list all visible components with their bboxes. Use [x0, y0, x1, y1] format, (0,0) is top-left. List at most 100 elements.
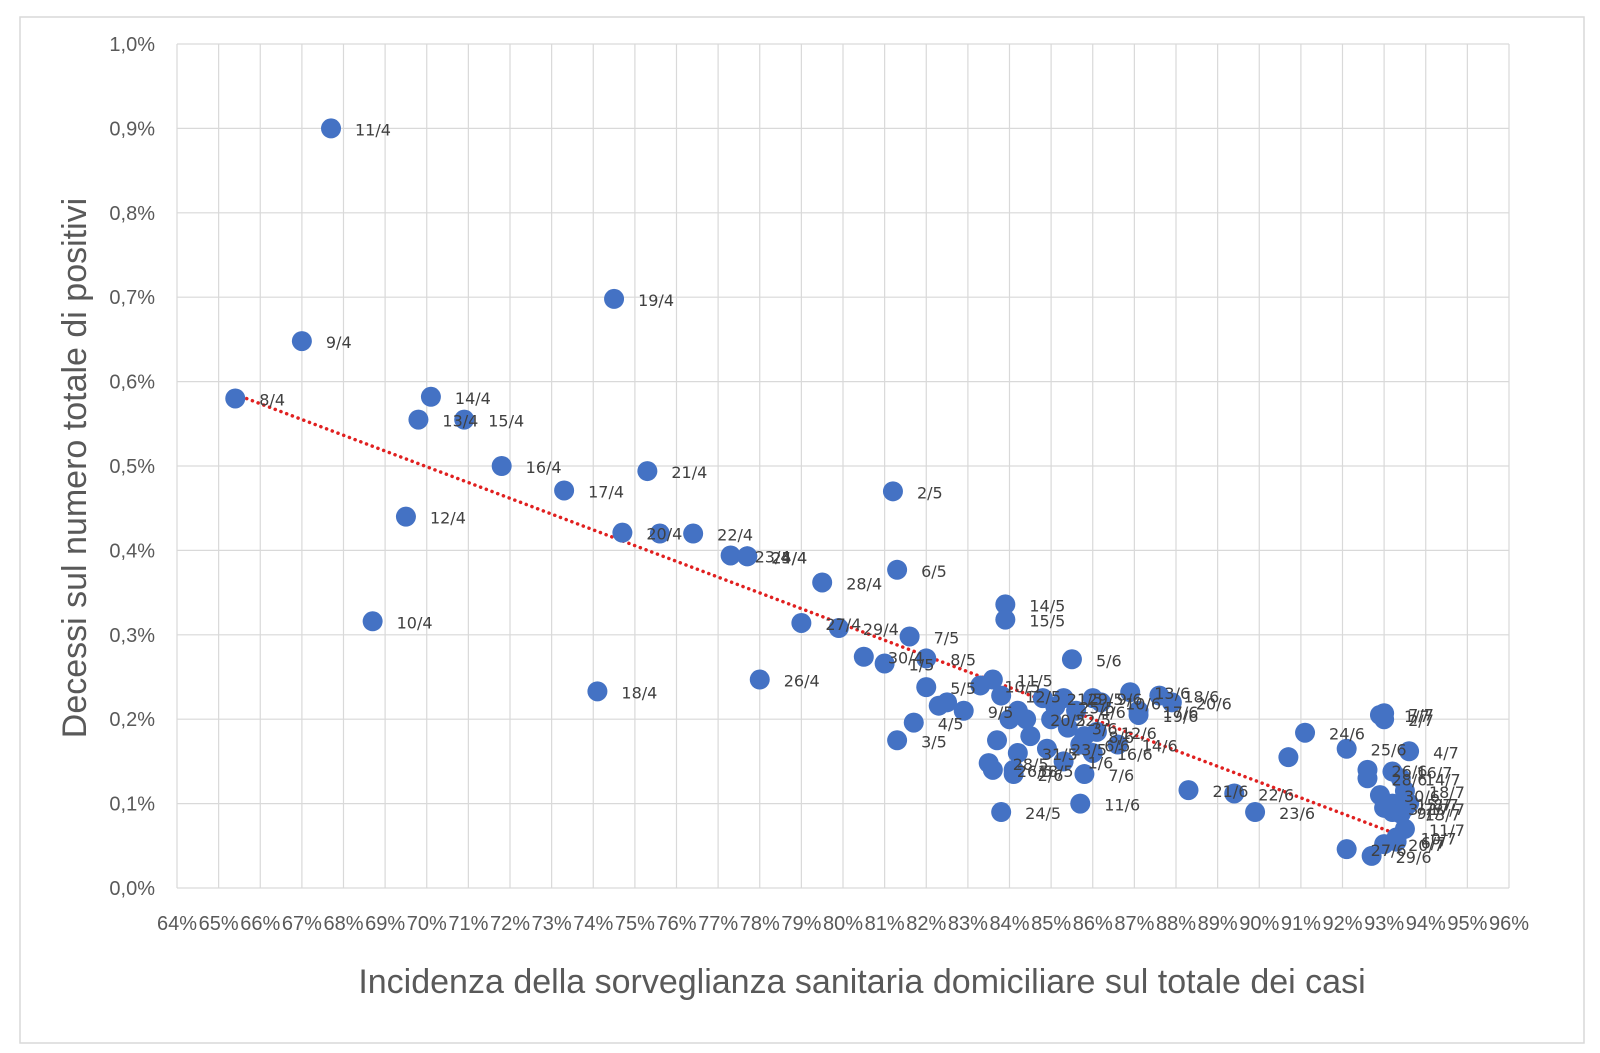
data-point	[1120, 682, 1141, 703]
data-point-label: 13/4	[442, 412, 478, 431]
data-point-label: 27/6	[1371, 841, 1407, 860]
x-tick-label: 85%	[1031, 913, 1071, 935]
data-point-label: 16/4	[526, 458, 562, 477]
x-tick-label: 83%	[948, 913, 988, 935]
data-point-label: 10/6	[1125, 694, 1161, 713]
x-tick-label: 79%	[781, 913, 821, 935]
data-point-label: 8/6	[1108, 728, 1134, 747]
data-point-label: 5/6	[1096, 651, 1122, 670]
x-tick-label: 91%	[1281, 913, 1321, 935]
x-tick-label: 72%	[490, 913, 530, 935]
x-tick-label: 69%	[365, 913, 405, 935]
data-point-label: 4/6	[1100, 703, 1126, 722]
data-point	[812, 572, 833, 593]
data-point-label: 13/6	[1154, 684, 1190, 703]
data-point-label: 5/5	[950, 679, 976, 698]
data-point	[1278, 747, 1299, 768]
data-point-label: 11/5	[1017, 672, 1053, 691]
y-tick-label: 0,7%	[109, 287, 155, 309]
data-point	[874, 653, 895, 674]
data-point-label: 16/7	[1416, 764, 1452, 783]
data-point	[982, 669, 1003, 690]
data-point	[887, 559, 908, 580]
data-point-label: 17/7	[1429, 800, 1465, 819]
x-tick-label: 77%	[698, 913, 738, 935]
data-point-label: 23/6	[1279, 804, 1315, 823]
data-point-label: 15/7	[1416, 796, 1452, 815]
data-point	[1357, 768, 1378, 789]
data-point-label: 9/5	[988, 703, 1014, 722]
data-point-label: 10/4	[397, 613, 433, 632]
data-point	[1394, 780, 1415, 801]
x-axis-title: Incidenza della sorveglianza sanitaria d…	[358, 963, 1365, 1001]
data-point-label: 24/5	[1025, 804, 1061, 823]
data-point	[587, 681, 608, 702]
data-point	[1066, 700, 1087, 721]
data-point-label: 7/5	[934, 628, 960, 647]
data-point-label: 7/6	[1108, 766, 1134, 785]
y-tick-label: 0,6%	[109, 372, 155, 394]
x-tick-labels: 64% 65% 66% 67% 68% 69% 70% 71% 72% 73% 74% 75% 76% 7…	[157, 913, 1529, 935]
x-tick-label: 76%	[656, 913, 696, 935]
data-point-label: 15/4	[488, 412, 524, 431]
data-point-label: 28/5	[1013, 755, 1049, 774]
y-tick-label: 1,0%	[109, 34, 155, 56]
x-tick-label: 80%	[823, 913, 863, 935]
x-tick-label: 92%	[1322, 913, 1362, 935]
data-point-label: 14/6	[1142, 737, 1178, 756]
data-point	[1053, 751, 1074, 772]
data-point-label: 20/5	[1050, 711, 1086, 730]
data-point	[1107, 734, 1128, 755]
data-point-label: 6/6	[1104, 737, 1130, 756]
x-tick-label: 86%	[1073, 913, 1113, 935]
data-point	[1086, 721, 1107, 742]
data-point-label: 12/4	[430, 509, 466, 528]
x-tick-label: 75%	[615, 913, 655, 935]
data-point	[1374, 834, 1395, 855]
point-labels: 8/4 9/4 11/4 10/4 12/4 13/4 14/4 15/4 16/4 17/4 18…	[259, 120, 1465, 867]
data-point-label: 31/5	[1042, 745, 1078, 764]
x-tick-label: 87%	[1114, 913, 1154, 935]
data-point-label: 2/5	[917, 483, 943, 502]
data-point-label: 29/4	[863, 620, 899, 639]
x-tick-label: 73%	[532, 913, 572, 935]
data-point	[649, 523, 670, 544]
y-tick-label: 0,2%	[109, 709, 155, 731]
data-point	[1394, 818, 1415, 839]
y-tick-label: 0,8%	[109, 203, 155, 225]
data-point-label: 3/7	[1408, 800, 1434, 819]
data-point-label: 4/7	[1433, 743, 1459, 762]
x-tick-label: 70%	[407, 913, 447, 935]
data-point-label: 18/7	[1429, 783, 1465, 802]
data-point-label: 3/5	[921, 732, 947, 751]
data-point	[1382, 761, 1403, 782]
x-tick-label: 68%	[323, 913, 363, 935]
data-point-label: 6/5	[921, 562, 947, 581]
y-tick-label: 0,1%	[109, 794, 155, 816]
data-point	[749, 669, 770, 690]
data-point-label: 11/7	[1429, 821, 1465, 840]
data-point	[420, 386, 441, 407]
data-point-label: 11/6	[1104, 796, 1140, 815]
data-point-label: 25/4	[771, 548, 807, 567]
data-point	[1091, 692, 1112, 713]
x-tick-label: 66%	[240, 913, 280, 935]
data-point-label: 10/7	[1421, 829, 1457, 848]
data-point	[612, 522, 633, 543]
data-point-label: 4/5	[938, 715, 964, 734]
data-point	[987, 730, 1008, 751]
data-point	[225, 388, 246, 409]
data-point	[737, 546, 758, 567]
data-point-label: 1/5	[909, 655, 935, 674]
data-point-label: 8/5	[950, 650, 976, 669]
data-point	[1036, 738, 1057, 759]
x-tick-label: 81%	[865, 913, 905, 935]
data-point-label: 23/5	[1071, 741, 1107, 760]
data-point	[1074, 764, 1095, 785]
data-point-label: 3/6	[1092, 720, 1118, 739]
data-point-label: 15/5	[1029, 612, 1065, 631]
chart-border	[19, 16, 1585, 1044]
data-point	[1070, 793, 1091, 814]
